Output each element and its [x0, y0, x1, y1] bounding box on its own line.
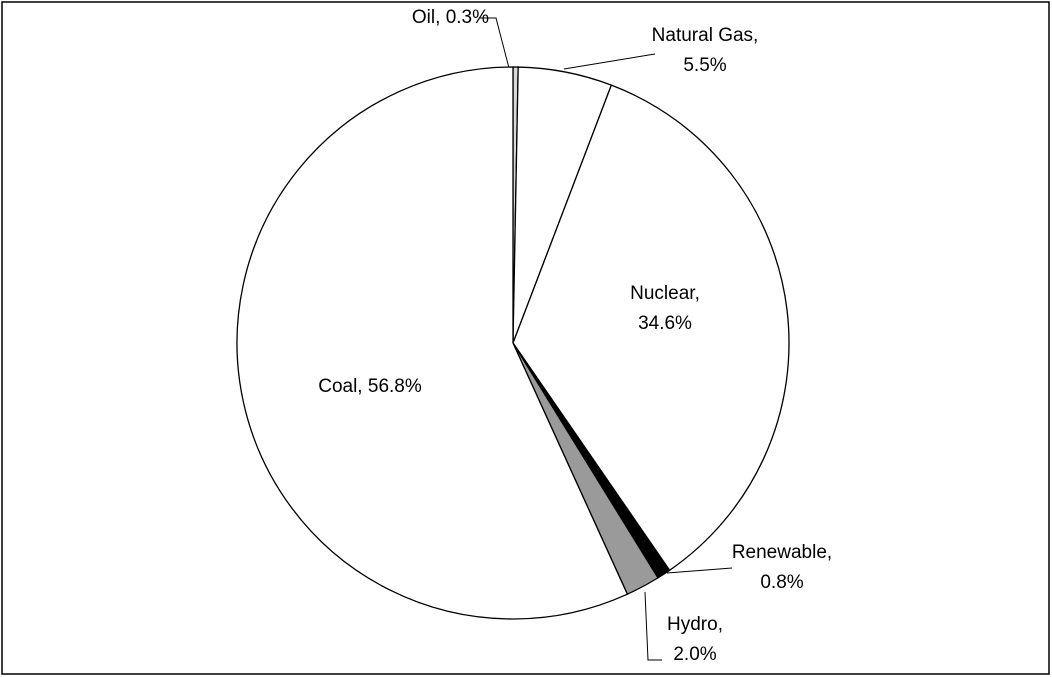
slice-label: Renewable, 0.8%: [722, 538, 842, 598]
pie-slice: [512, 84, 790, 572]
value-label: 0.8%: [760, 572, 804, 593]
pie-slice: [236, 66, 629, 620]
slice-label: Nuclear, 34.6%: [605, 279, 725, 339]
value-label: 34.6%: [638, 313, 692, 334]
leader-line: [666, 567, 733, 574]
value-label: 0.3%: [445, 7, 489, 28]
value-label: 2.0%: [673, 644, 717, 665]
category-label: Hydro,: [667, 614, 723, 635]
slice-label: Hydro, 2.0%: [645, 610, 745, 670]
value-label: 56.8%: [367, 376, 422, 397]
category-label: Oil,: [411, 7, 441, 28]
category-label: Coal,: [318, 376, 363, 397]
leader-line: [644, 591, 662, 661]
leader-line: [480, 17, 510, 69]
category-label: Nuclear,: [630, 283, 700, 304]
category-label: Renewable,: [731, 542, 833, 563]
slice-label: Coal, 56.8%: [270, 372, 470, 402]
value-label: 5.5%: [683, 55, 727, 76]
slice-label: Oil, 0.3%: [359, 3, 489, 33]
leader-line: [563, 53, 656, 70]
category-label: Natural Gas,: [651, 25, 759, 46]
slice-label: Natural Gas, 5.5%: [645, 21, 765, 81]
